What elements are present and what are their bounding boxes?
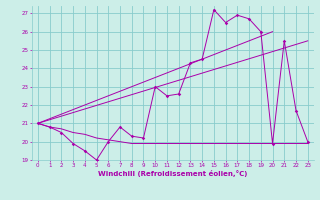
X-axis label: Windchill (Refroidissement éolien,°C): Windchill (Refroidissement éolien,°C) xyxy=(98,170,247,177)
